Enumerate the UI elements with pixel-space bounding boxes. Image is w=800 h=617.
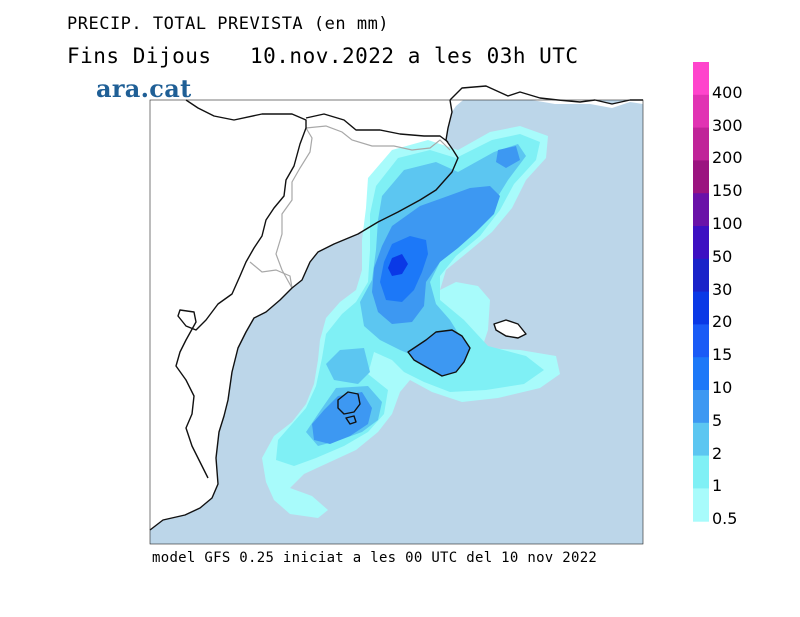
spain-france-border	[305, 125, 451, 151]
legend-label: 400	[712, 82, 743, 102]
legend-swatch	[693, 390, 709, 424]
legend-label: 20	[712, 312, 733, 332]
inland-border-west	[175, 99, 307, 479]
legend-label: 150	[712, 181, 743, 201]
valid-time-label: 10.nov.2022 a les 03h UTC	[250, 44, 579, 68]
legend-label: 15	[712, 345, 733, 365]
aragon-catalonia-border	[275, 127, 313, 289]
legend-swatch	[693, 291, 709, 325]
legend-label: 2	[712, 443, 723, 463]
legend-swatch	[693, 193, 709, 227]
precip-band-5	[312, 146, 520, 444]
legend-swatch	[693, 422, 709, 457]
legend-label: 10	[712, 378, 733, 397]
legend-label: 1	[712, 476, 723, 496]
ara-cat-logo: ara.cat	[96, 74, 192, 103]
model-run-footer: model GFS 0.25 iniciat a les 00 UTC del …	[152, 550, 598, 566]
legend-swatch	[693, 94, 709, 129]
formentera-island	[345, 415, 357, 425]
balearic-islands	[337, 319, 527, 425]
ibiza-island	[337, 391, 361, 415]
precipitation-legend	[693, 62, 709, 522]
coastlines	[149, 85, 643, 531]
forecast-period-label: Fins Dijous	[67, 44, 212, 68]
france-coast	[449, 85, 643, 105]
menorca-island	[493, 319, 527, 339]
legend-label: 30	[712, 279, 733, 299]
legend-swatch	[693, 455, 709, 489]
legend-label: 0.5	[712, 509, 738, 529]
legend-label: 5	[712, 410, 723, 430]
legend-swatch	[693, 226, 709, 260]
north-border-west	[305, 113, 449, 143]
legend-label: 50	[712, 246, 733, 266]
mainland-coast	[149, 99, 459, 531]
legend-swatch	[693, 127, 709, 161]
legend-swatch	[693, 160, 709, 194]
legend-label: 200	[712, 148, 743, 168]
legend-swatch	[693, 357, 709, 391]
precipitation-field	[262, 126, 560, 518]
legend-swatch	[693, 324, 709, 358]
catalonia-valencia-border	[249, 261, 293, 289]
legend-swatch	[693, 258, 709, 293]
mallorca-island	[407, 329, 471, 377]
precip-band-20	[388, 254, 408, 276]
map-title: PRECIP. TOTAL PREVISTA (en mm)	[67, 14, 390, 34]
legend-label: 100	[712, 214, 743, 233]
legend-swatch	[693, 62, 709, 96]
legend-label: 300	[712, 115, 743, 135]
legend-swatch	[693, 488, 709, 522]
regional-borders	[249, 125, 451, 289]
map-frame	[149, 99, 644, 545]
